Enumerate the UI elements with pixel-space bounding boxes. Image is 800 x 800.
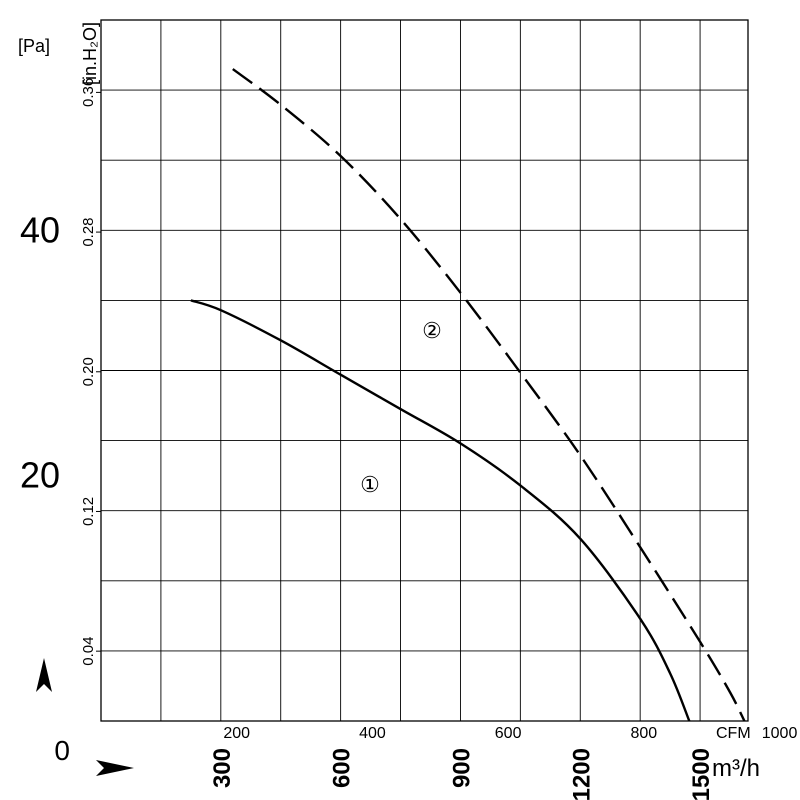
y-tick-inh2o-label: 0.20 <box>80 357 97 386</box>
series-curve-1 <box>190 299 691 722</box>
x-tick-m3h-label: 1500 <box>688 748 715 800</box>
y-tick-pa-label: 0 <box>54 735 70 766</box>
x-unit-m3h-label: m³/h <box>712 755 760 782</box>
x-ticks-m3h: 300600900120015001800 <box>209 748 715 800</box>
y-axis-arrow-icon <box>36 658 52 692</box>
x-tick-cfm-label: 200 <box>223 725 250 742</box>
y-tick-inh2o-label: 0.12 <box>80 497 97 526</box>
x-tick-cfm-label: 800 <box>630 725 657 742</box>
y-unit-inh2o-label: [in.H₂O] <box>80 22 100 85</box>
y-tick-pa-label: 40 <box>20 209 60 250</box>
x-unit-cfm-label: CFM <box>716 725 751 742</box>
y-ticks-pa: 020406080 <box>20 0 70 766</box>
series-label-1: ① <box>360 473 380 498</box>
y-ticks-inh2o: 0.04 0.12 0.20 0.28 0.36 <box>80 78 101 666</box>
x-tick-m3h-label: 300 <box>209 748 236 788</box>
x-tick-m3h-label: 600 <box>329 748 356 788</box>
y-tick-pa-label: 20 <box>20 455 60 496</box>
x-tick-m3h-label: 900 <box>448 748 475 788</box>
series-curve-2 <box>232 68 746 722</box>
y-tick-pa-label: 60 <box>20 0 60 5</box>
y-tick-inh2o-label: 0.36 <box>80 78 97 107</box>
series-label-2: ② <box>422 319 442 344</box>
y-tick-inh2o-label: 0.28 <box>80 217 97 246</box>
x-tick-cfm-label: 400 <box>359 725 386 742</box>
y-tick-inh2o-label: 0.04 <box>80 637 97 666</box>
x-axis-arrow-icon <box>96 760 134 776</box>
curves: ①② <box>190 68 746 722</box>
x-tick-cfm-label: 1000 <box>762 725 798 742</box>
grid <box>100 19 749 722</box>
x-tick-cfm-label: 600 <box>495 725 522 742</box>
x-tick-m3h-label: 1200 <box>568 748 595 800</box>
plot-frame <box>100 19 749 722</box>
y-unit-pa-label: [Pa] <box>18 36 50 56</box>
x-ticks-cfm: 200 400 600 800 1000 <box>223 725 797 742</box>
